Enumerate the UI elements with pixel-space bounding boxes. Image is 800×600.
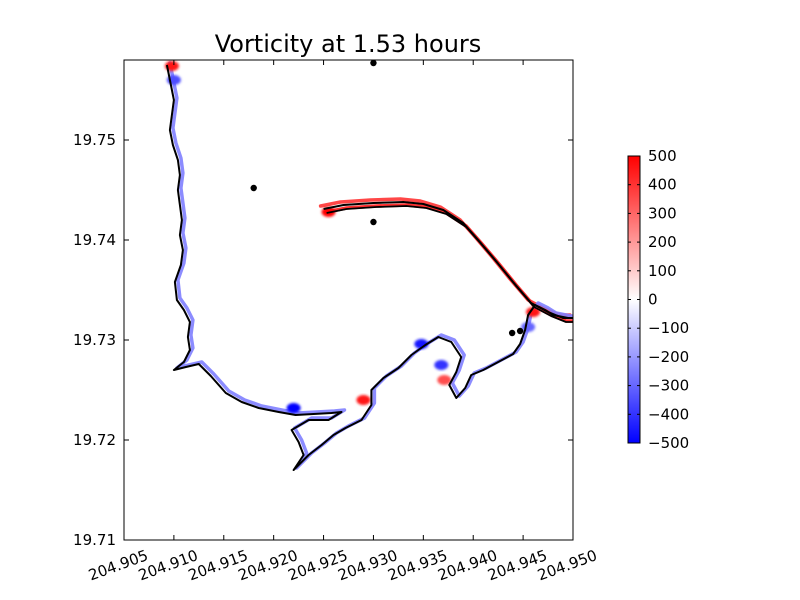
y-tick-label: 19.75 [73,131,116,149]
gauge-marker [370,218,377,226]
vorticity-hotspot [356,395,371,405]
colorbar-ticks: 500 400 300 200 100 0 −100 −200 −300 −400 −500 [628,147,689,452]
plot-frame [123,59,574,541]
y-tick-label: 19.73 [73,331,116,349]
colorbar-tick-label: 100 [648,262,677,280]
colorbar: 500 400 300 200 100 0 −100 −200 −300 −400 −500 [627,147,689,452]
y-axis: 19.71 19.72 19.73 19.74 19.75 [73,131,573,549]
vorticity-band-negative [168,61,573,470]
plot-area [123,59,574,541]
colorbar-tick-label: 400 [648,176,677,194]
colorbar-tick-label: −100 [648,319,689,337]
colorbar-tick-label: 0 [648,291,658,309]
plot-background [124,60,573,540]
colorbar-tick-label: 300 [648,204,677,222]
y-tick-label: 19.71 [73,531,116,549]
colorbar-tick-label: −500 [648,434,689,452]
vorticity-hotspot [434,360,449,370]
coastline-layer [165,64,573,471]
gauge-marker [516,327,524,335]
colorbar-tick-label: −400 [648,405,689,423]
colorbar-tick-label: 200 [648,233,677,251]
gauge-marker [250,184,257,192]
vorticity-hotspot [286,403,301,413]
breakwater-inner-contour [326,205,573,323]
gauge-marker [508,329,516,337]
y-tick-label: 19.74 [73,231,116,249]
shoreline-contour [165,64,573,471]
vorticity-hotspot [437,375,452,385]
colorbar-tick-label: −200 [648,348,689,366]
chart-title: Vorticity at 1.53 hours [215,30,482,58]
y-tick-label: 19.72 [73,431,116,449]
colorbar-tick-label: 500 [648,147,677,165]
colorbar-tick-label: −300 [648,377,689,395]
